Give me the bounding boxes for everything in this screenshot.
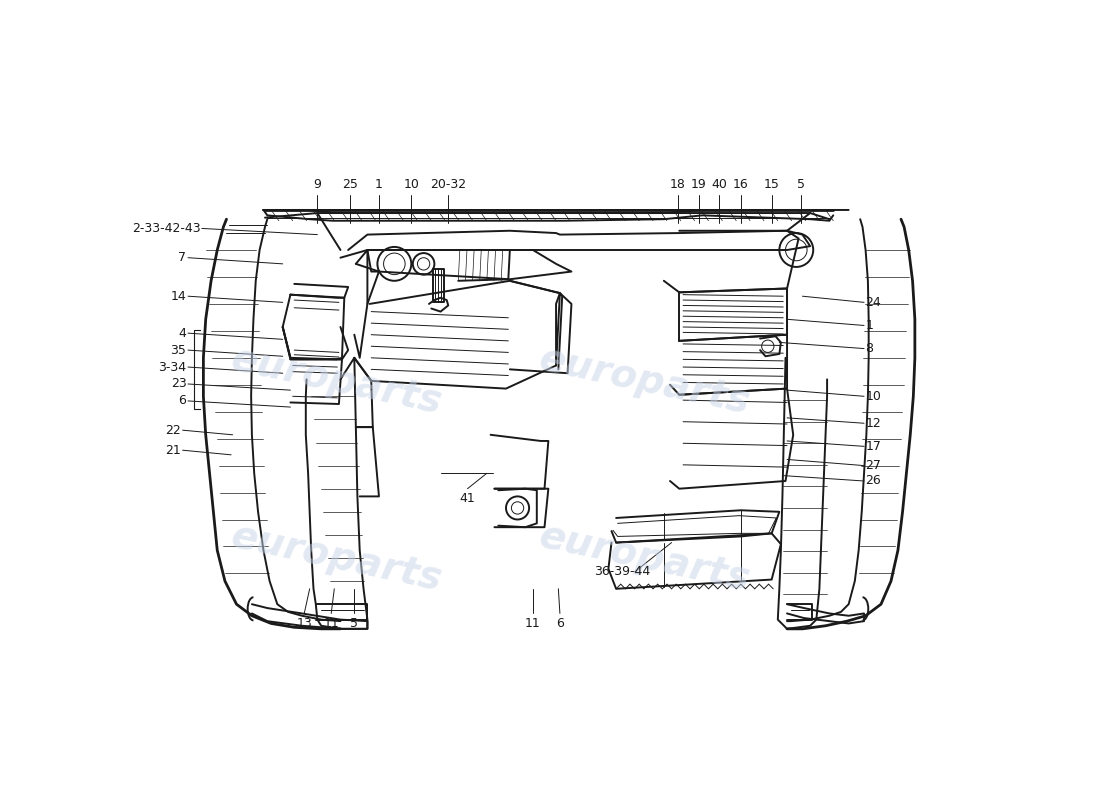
Text: europarts: europarts [228,517,446,599]
Text: 18: 18 [670,178,685,191]
Text: 35: 35 [170,344,186,357]
Text: 10: 10 [404,178,419,191]
Text: 1: 1 [375,178,383,191]
Text: 3-34: 3-34 [158,361,186,374]
Text: 7: 7 [178,251,186,264]
Text: 14: 14 [170,290,186,302]
Text: 26: 26 [866,474,881,487]
Text: 13: 13 [296,617,312,630]
Text: 5: 5 [350,617,359,630]
Text: 6: 6 [178,394,186,407]
Text: 6: 6 [556,617,564,630]
Text: 1: 1 [866,319,873,332]
Text: 12: 12 [866,417,881,430]
Text: europarts: europarts [536,340,754,422]
Text: 25: 25 [342,178,358,191]
Text: 21: 21 [165,444,182,457]
Text: 17: 17 [866,440,881,453]
Text: 4: 4 [178,326,186,340]
Text: 41: 41 [460,492,475,505]
Text: 11: 11 [525,617,541,630]
Text: europarts: europarts [228,340,446,422]
Text: 2-33-42-43: 2-33-42-43 [132,222,200,235]
Text: 10: 10 [866,390,881,403]
Text: 22: 22 [165,424,182,437]
Text: europarts: europarts [536,517,754,599]
Text: 9: 9 [314,178,321,191]
Text: 15: 15 [763,178,780,191]
Text: 40: 40 [712,178,727,191]
Text: 5: 5 [796,178,805,191]
Text: 24: 24 [866,296,881,309]
Text: 16: 16 [733,178,749,191]
Text: 27: 27 [866,459,881,472]
Text: 20-32: 20-32 [430,178,466,191]
Text: 36-39-44: 36-39-44 [594,566,651,578]
Text: 23: 23 [170,378,186,390]
Text: 11: 11 [323,617,339,630]
Text: 8: 8 [866,342,873,355]
Text: 19: 19 [691,178,706,191]
